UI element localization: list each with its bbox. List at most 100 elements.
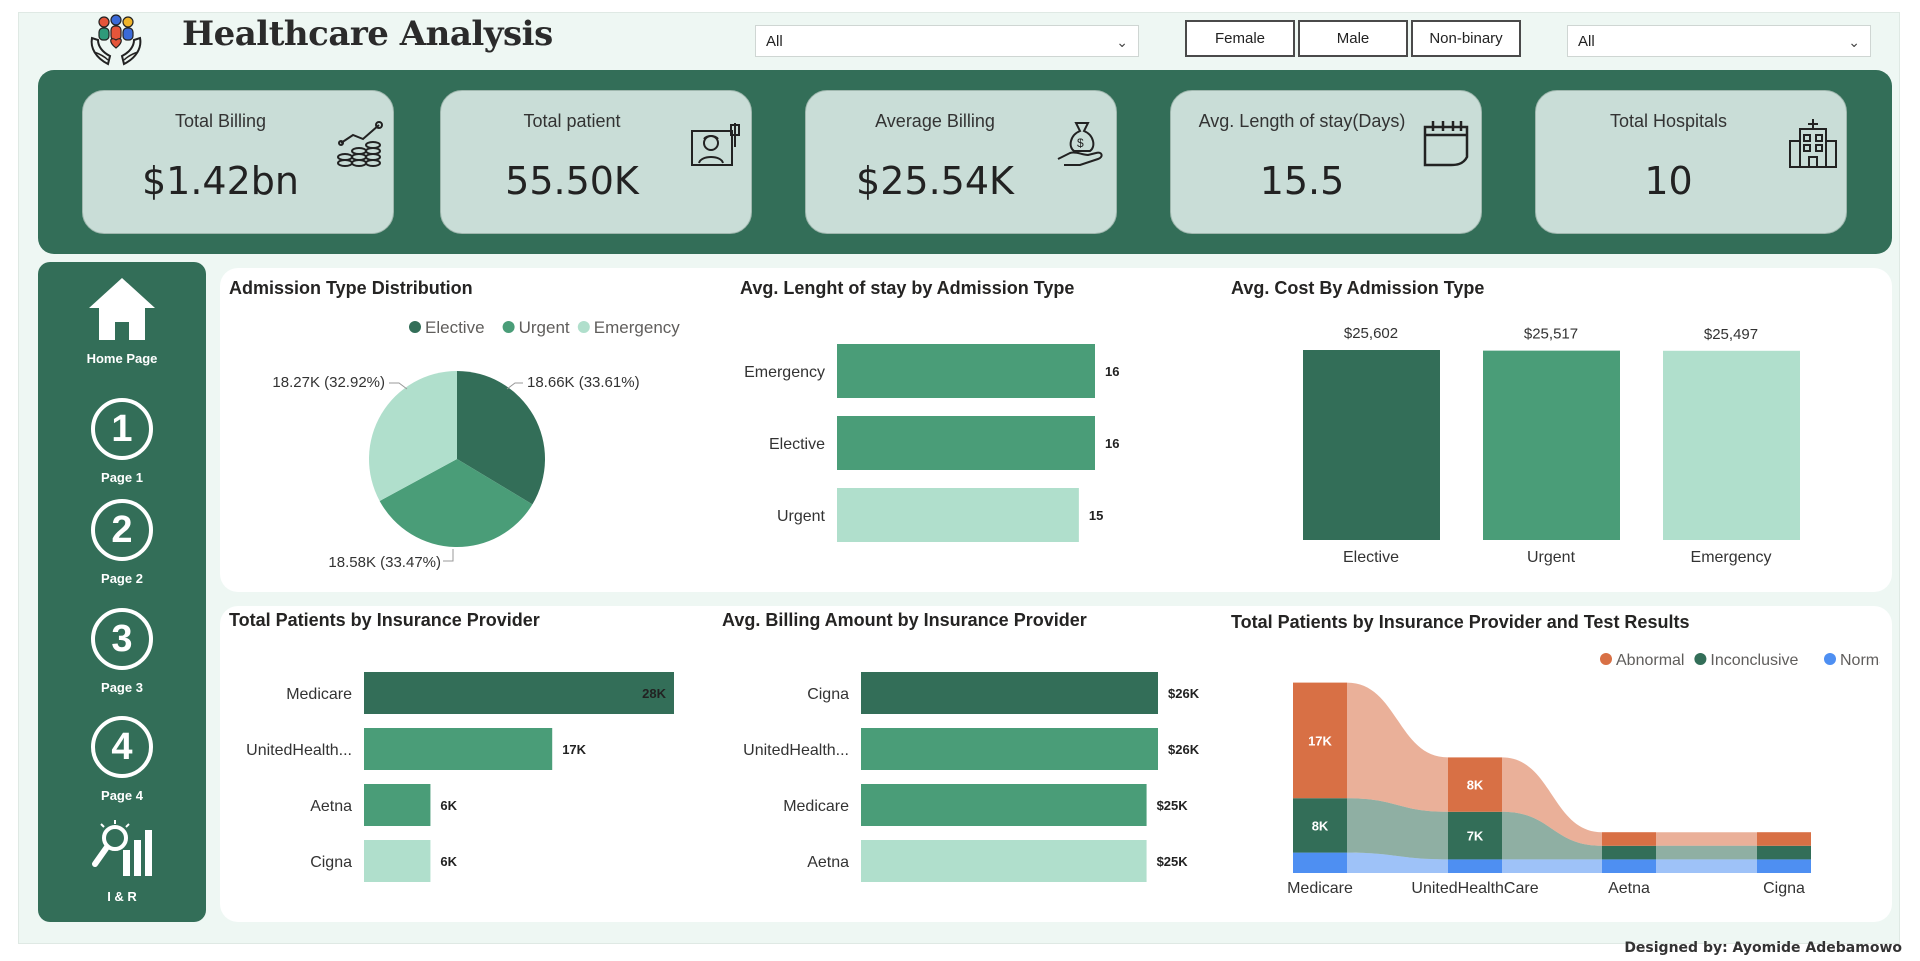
filter-dropdown-right[interactable]: All ⌄ — [1567, 25, 1871, 57]
data-label: $25,517 — [1524, 326, 1578, 343]
category-label: Cigna — [1763, 880, 1805, 897]
bar — [837, 488, 1079, 542]
category-label: Aetna — [1608, 880, 1650, 897]
gender-male-button[interactable]: Male — [1298, 20, 1408, 57]
leader-line — [443, 549, 454, 562]
column — [1303, 350, 1440, 540]
chevron-down-icon: ⌄ — [1848, 34, 1860, 50]
category-label: Elective — [769, 436, 825, 453]
nav-label: Page 3 — [101, 680, 143, 695]
bar — [861, 840, 1147, 882]
data-label: $25K — [1157, 798, 1189, 813]
legend-label: Urgent — [519, 318, 570, 337]
nav-label: I & R — [107, 889, 137, 904]
nav-page-3[interactable]: 3 Page 3 — [38, 608, 206, 695]
nav-label: Page 2 — [101, 571, 143, 586]
legend-label: Elective — [425, 318, 485, 337]
test-results-ribbon-chart: Abnormal Inconclusive Normal 8K 17K Medicare 7… — [1287, 652, 1880, 897]
data-label: $25K — [1157, 854, 1189, 869]
ribbon — [1347, 798, 1448, 860]
category-label: UnitedHealth... — [743, 742, 849, 759]
ribbon — [1656, 859, 1757, 873]
nav-label: Page 4 — [101, 788, 143, 803]
kpi-label: Average Billing — [875, 111, 995, 131]
ribbon — [1656, 845, 1757, 860]
money-bag-hand-icon: $ — [1057, 122, 1103, 166]
legend-marker — [1694, 653, 1707, 665]
category-label: Medicare — [286, 686, 352, 703]
nav-home-page[interactable]: Home Page — [38, 274, 206, 366]
ribbon-segment — [1602, 859, 1656, 873]
category-label: UnitedHealthCare — [1411, 880, 1538, 897]
gender-female-button[interactable]: Female — [1185, 20, 1295, 57]
kpi-value: $25.54K — [856, 159, 1014, 203]
page-title: Healthcare Analysis — [182, 14, 553, 54]
category-label: Urgent — [1527, 549, 1576, 566]
page-2-icon: 2 — [91, 499, 153, 561]
bar — [861, 728, 1158, 770]
ribbon — [1347, 682, 1448, 812]
patient-bed-icon — [691, 123, 740, 166]
data-label: 28K — [642, 686, 666, 701]
legend-marker — [1824, 653, 1836, 665]
kpi-label: Total Hospitals — [1609, 111, 1728, 131]
category-label: Urgent — [777, 508, 826, 525]
chart-title-patients-by-test-results: Total Patients by Insurance Provider and… — [1231, 612, 1690, 632]
data-label: 8K — [1467, 778, 1484, 793]
pie-slice — [369, 371, 457, 501]
category-label: Cigna — [807, 686, 849, 703]
category-label: Emergency — [744, 364, 825, 381]
ribbon — [1502, 811, 1602, 860]
legend-marker — [502, 321, 515, 333]
data-label: 16 — [1105, 364, 1119, 379]
designer-credit: Designed by: Ayomide Adebamowo — [1624, 940, 1902, 956]
data-label: 17K — [562, 742, 586, 757]
dropdown-value: All — [766, 33, 783, 50]
gender-nonbinary-button[interactable]: Non-binary — [1411, 20, 1521, 57]
category-label: Medicare — [783, 798, 849, 815]
nav-page-4[interactable]: 4 Page 4 — [38, 716, 206, 803]
dropdown-value: All — [1578, 33, 1595, 50]
patients-by-insurance-bar-chart: Medicare 28K UnitedHealth... 17K Aetna 6K Cign… — [246, 672, 674, 882]
ribbon-segment — [1293, 798, 1347, 853]
kpi-label: Avg. Length of stay(Days) — [1198, 111, 1406, 131]
ribbon — [1502, 859, 1602, 873]
category-label: UnitedHealth... — [246, 742, 352, 759]
nav-label: Home Page — [86, 351, 158, 366]
chevron-down-icon: ⌄ — [1116, 34, 1128, 50]
column — [1483, 350, 1620, 540]
category-label: Cigna — [310, 854, 352, 871]
legend-label: Emergency — [594, 318, 680, 337]
ribbon-segment — [1293, 682, 1347, 799]
kpi-label: Total patient — [523, 111, 621, 131]
page-1-icon: 1 — [91, 398, 153, 460]
insights-chart-icon — [92, 820, 152, 876]
kpi-value: 10 — [1644, 159, 1693, 203]
ribbon — [1656, 832, 1757, 846]
ribbon-segment — [1448, 859, 1502, 873]
nav-insights-recommendations[interactable]: I & R — [38, 820, 206, 904]
nav-page-2[interactable]: 2 Page 2 — [38, 499, 206, 586]
filter-dropdown-left[interactable]: All ⌄ — [755, 25, 1139, 57]
sidebar-nav — [38, 262, 206, 922]
kpi-card-avg-length-of-stay: Avg. Length of stay(Days) 15.5 — [1170, 90, 1482, 234]
data-label: 7K — [1467, 829, 1484, 844]
ribbon-segment — [1757, 859, 1811, 873]
hospital-building-icon — [1789, 119, 1837, 168]
kpi-card-total-patient: Total patient 55.50K — [440, 90, 752, 234]
chart-title-avg-stay: Avg. Lenght of stay by Admission Type — [740, 278, 1075, 298]
nav-page-1[interactable]: 1 Page 1 — [38, 398, 206, 485]
legend-marker — [1600, 653, 1612, 665]
column — [1663, 350, 1800, 540]
legend-label: Normal — [1840, 652, 1880, 669]
kpi-value: 55.50K — [505, 159, 639, 203]
coins-growth-chart-icon — [337, 121, 383, 167]
category-label: Aetna — [807, 854, 849, 871]
pie-slice — [379, 459, 533, 547]
ribbon-segment — [1448, 757, 1502, 812]
data-label: 6K — [440, 798, 457, 813]
ribbon — [1502, 757, 1602, 846]
bar — [364, 672, 674, 714]
avg-cost-column-chart: $25,602 Elective $25,517 Urgent $25,497 Emerg… — [1303, 325, 1800, 566]
avg-stay-bar-chart: Emergency 16 Elective 16 Urgent 15 — [744, 344, 1119, 542]
